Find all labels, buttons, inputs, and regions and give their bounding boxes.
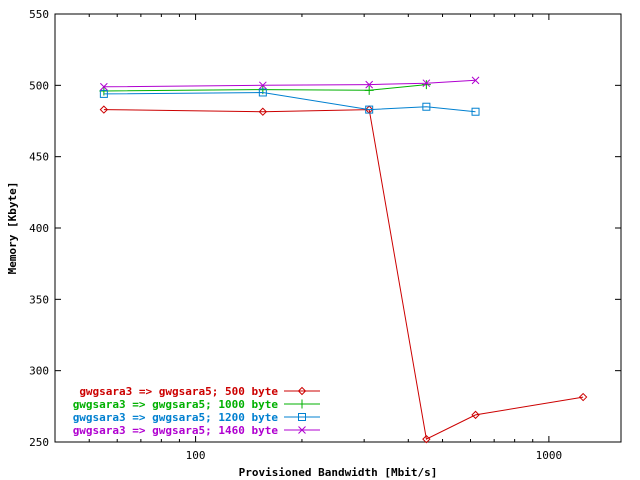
data-point-square [258, 88, 267, 97]
y-tick-label: 400 [29, 222, 49, 235]
data-point-cross [365, 80, 374, 89]
legend-label: gwgsara3 => gwgsara5; 1000 byte [73, 398, 279, 411]
y-tick-label: 500 [29, 79, 49, 92]
data-point-cross [298, 426, 306, 434]
data-point-square [298, 413, 306, 421]
legend-entry: gwgsara3 => gwgsara5; 1200 byte [73, 411, 320, 424]
data-point-plus [297, 399, 307, 409]
x-tick-label: 100 [186, 449, 206, 462]
y-tick-label: 450 [29, 151, 49, 164]
series-line [103, 79, 476, 88]
legend-entry: gwgsara3 => gwgsara5; 1000 byte [73, 398, 320, 411]
data-point-diamond [578, 392, 588, 402]
series-4 [100, 76, 480, 91]
legend-label: gwgsara3 => gwgsara5; 1460 byte [73, 424, 279, 437]
y-axis-label: Memory [Kbyte] [6, 182, 19, 275]
y-tick-label: 300 [29, 365, 49, 378]
plot-frame [54, 13, 622, 443]
data-point-cross [471, 76, 480, 85]
data-point-diamond [471, 410, 480, 420]
series-3 [99, 88, 480, 116]
data-point-plus [421, 80, 431, 90]
data-point-square [422, 102, 431, 111]
x-axis-label: Provisioned Bandwidth [Mbit/s] [239, 466, 438, 479]
data-point-cross [100, 82, 108, 91]
data-point-square [99, 89, 108, 98]
series-line [103, 84, 427, 92]
legend-label: gwgsara3 => gwgsara5; 1200 byte [73, 411, 279, 424]
data-point-plus [364, 85, 374, 95]
y-tick-label: 250 [29, 436, 49, 449]
data-point-diamond [422, 434, 431, 444]
y-tick-label: 350 [29, 293, 49, 306]
legend-entry: gwgsara3 => gwgsara5; 500 byte [79, 385, 320, 398]
data-point-diamond [258, 107, 268, 116]
y-tick-label: 550 [29, 8, 49, 21]
series-line [103, 91, 476, 113]
data-point-diamond [297, 386, 307, 396]
series-line [103, 109, 584, 440]
legend-entry: gwgsara3 => gwgsara5; 1460 byte [73, 424, 320, 437]
legend-label: gwgsara3 => gwgsara5; 500 byte [79, 385, 278, 398]
series-2 [99, 80, 431, 96]
data-point-square [365, 105, 374, 114]
data-point-square [471, 107, 480, 116]
data-point-cross [422, 79, 431, 88]
data-point-cross [258, 81, 267, 90]
data-point-diamond [99, 105, 109, 114]
x-tick-label: 1000 [536, 449, 563, 462]
